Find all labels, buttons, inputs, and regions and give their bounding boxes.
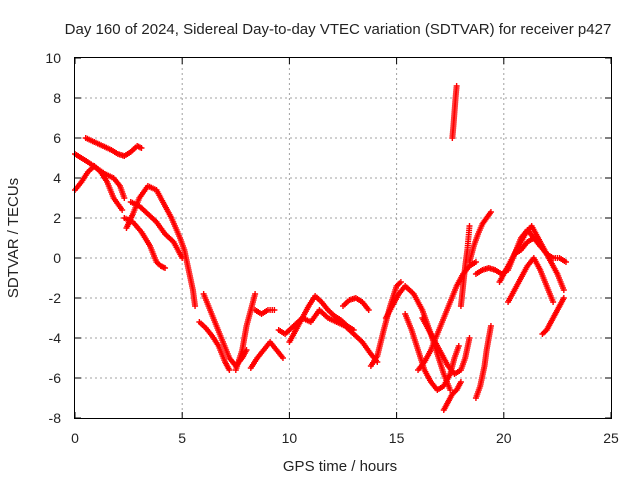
y-tick-label: -4 — [49, 330, 62, 346]
y-tick-label: 8 — [53, 90, 61, 106]
y-tick-label: 4 — [53, 170, 61, 186]
series-arc-21 — [449, 83, 460, 141]
series-arc-2 — [72, 163, 126, 213]
data-point — [252, 291, 259, 297]
series-arc-24 — [457, 223, 473, 309]
series-arc-17 — [402, 311, 462, 393]
axis-ticks: 0 5 10 15 20 25 -8 -6 -4 -2 0 2 4 6 8 10 — [45, 50, 619, 446]
series-arc-23 — [466, 209, 494, 265]
series-arc-20 — [440, 379, 464, 413]
y-tick-label: -8 — [49, 410, 62, 426]
data-point — [466, 335, 473, 341]
x-tick-label: 5 — [178, 430, 186, 446]
data-point — [121, 195, 128, 201]
series-arc-1 — [72, 151, 128, 201]
y-tick-label: 6 — [53, 130, 61, 146]
y-tick-label: 10 — [45, 50, 61, 66]
data-point — [487, 323, 494, 329]
data-point — [550, 299, 557, 305]
data-point — [562, 259, 569, 265]
series-arc-28 — [539, 295, 567, 337]
data-point — [179, 255, 186, 261]
series-arc-26 — [496, 223, 567, 293]
data-point — [455, 343, 462, 349]
data-point — [466, 223, 473, 229]
data-point — [138, 145, 145, 151]
data-point — [560, 287, 567, 293]
series-arc-3 — [82, 135, 145, 159]
y-tick-label: 0 — [53, 250, 61, 266]
data-point — [447, 387, 454, 393]
x-tick-label: 10 — [282, 430, 298, 446]
data-point — [271, 307, 278, 313]
x-tick-label: 25 — [603, 430, 619, 446]
x-tick-label: 15 — [389, 430, 405, 446]
y-tick-label: -6 — [49, 370, 62, 386]
series-arc-9 — [232, 291, 259, 373]
x-axis-label: GPS time / hours — [283, 458, 397, 475]
grid-lines — [75, 58, 611, 418]
series-arc-18 — [415, 259, 479, 373]
series-arc-5 — [121, 215, 169, 271]
series-arc-22 — [472, 323, 494, 401]
series-arc-11 — [252, 307, 278, 317]
data-point — [560, 295, 567, 301]
data-point — [397, 279, 404, 285]
series-arc-8 — [196, 319, 233, 373]
data-point — [472, 259, 479, 265]
x-tick-label: 0 — [71, 430, 79, 446]
data-point — [226, 367, 233, 373]
series-arc-14 — [340, 295, 372, 313]
series-arc-19 — [419, 315, 473, 377]
x-tick-label: 20 — [496, 430, 512, 446]
series-arc-10 — [247, 339, 286, 371]
series-arc-29 — [511, 235, 569, 265]
series-arc-27 — [505, 255, 557, 305]
data-point — [162, 265, 169, 271]
y-axis-label: SDTVAR / TECUs — [5, 178, 22, 298]
series-arc-6 — [127, 199, 186, 261]
y-tick-label: 2 — [53, 210, 61, 226]
series-arc-16 — [382, 283, 454, 393]
data-point — [279, 355, 286, 361]
data-point — [453, 83, 460, 89]
chart-title: Day 160 of 2024, Sidereal Day-to-day VTE… — [65, 21, 612, 38]
data-series — [72, 83, 569, 413]
data-point — [119, 207, 126, 213]
y-tick-label: -2 — [49, 290, 62, 306]
data-point — [192, 303, 199, 309]
data-point — [487, 209, 494, 215]
series-arc-13 — [286, 293, 357, 345]
data-point — [350, 327, 357, 333]
data-point — [365, 307, 372, 313]
plot-frame — [74, 57, 612, 419]
data-point — [457, 379, 464, 385]
